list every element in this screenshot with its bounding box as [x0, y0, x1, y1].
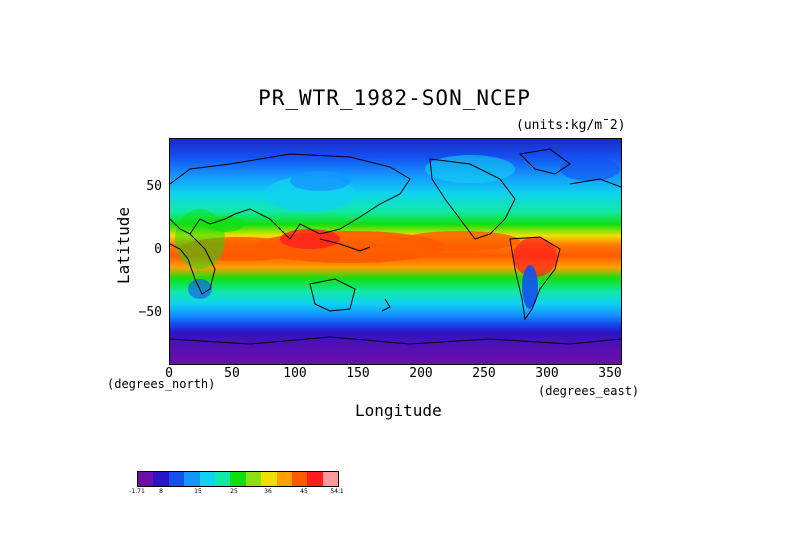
colorbar-swatch: [199, 472, 215, 486]
y-tick-50: 50: [146, 179, 162, 194]
colorbar-label: -1.71: [129, 488, 145, 495]
x-tick-150: 150: [346, 366, 370, 381]
colorbar-swatch: [322, 472, 339, 486]
x-axis-label: Longitude: [355, 401, 442, 420]
colorbar-swatch: [261, 472, 277, 486]
colorbar-swatch: [307, 472, 323, 486]
y-tick-minus50: −50: [138, 305, 162, 320]
colorbar: [137, 471, 339, 487]
colorbar-swatch: [168, 472, 185, 486]
colorbar-label: 36: [264, 488, 272, 495]
colorbar-swatch: [138, 472, 154, 486]
precipitable-water-map: [169, 138, 622, 365]
y-tick-0: 0: [154, 242, 162, 257]
colorbar-label: 8: [159, 488, 163, 495]
x-tick-350: 350: [598, 366, 622, 381]
x-tick-300: 300: [535, 366, 559, 381]
colorbar-swatch: [245, 472, 262, 486]
y-units-label: (degrees_north): [107, 377, 216, 391]
colorbar-swatch: [230, 472, 246, 486]
x-tick-200: 200: [409, 366, 433, 381]
x-tick-50: 50: [224, 366, 240, 381]
colorbar-swatch: [214, 472, 231, 486]
x-tick-100: 100: [283, 366, 307, 381]
colorbar-swatch: [153, 472, 169, 486]
x-units-label: (degrees_east): [538, 384, 640, 398]
x-tick-250: 250: [472, 366, 496, 381]
map-title: PR_WTR_1982-SON_NCEP: [258, 86, 531, 110]
colorbar-label: 25: [230, 488, 238, 495]
units-label: (units:kg/m¯2): [516, 118, 626, 133]
colorbar-label: 54.1: [330, 488, 344, 495]
y-axis-label: Latitude: [114, 206, 133, 284]
colorbar-label: 15: [194, 488, 202, 495]
x-tick-0: 0: [165, 366, 173, 381]
colorbar-swatch: [184, 472, 200, 486]
colorbar-swatch: [276, 472, 292, 486]
colorbar-label: 45: [300, 488, 308, 495]
colorbar-swatch: [291, 472, 308, 486]
